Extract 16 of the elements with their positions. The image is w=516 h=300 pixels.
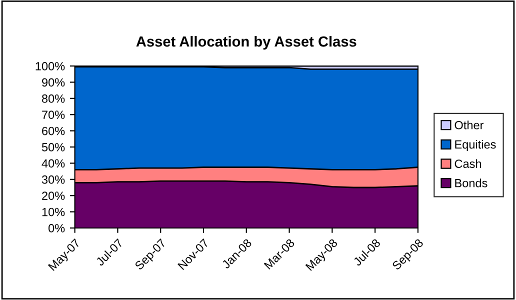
y-tick-label: 20% bbox=[42, 192, 65, 200]
y-tick-label: 70% bbox=[42, 110, 65, 119]
chart-title: Asset Allocation by Asset Class bbox=[136, 36, 356, 50]
y-tick-label: 0% bbox=[48, 224, 65, 232]
legend-label: Bonds bbox=[455, 178, 488, 188]
y-tick-label: 60% bbox=[42, 126, 65, 136]
legend-label: Equities bbox=[455, 140, 496, 151]
y-tick-label: 40% bbox=[42, 159, 65, 168]
y-tick-label: 30% bbox=[42, 175, 65, 184]
y-tick-label: 10% bbox=[42, 208, 65, 216]
y-tick-label: 100% bbox=[36, 62, 65, 70]
legend-label: Other bbox=[454, 120, 484, 130]
legend-label: Cash bbox=[454, 159, 482, 168]
y-tick-label: 50% bbox=[42, 143, 65, 152]
y-tick-label: 80% bbox=[42, 94, 65, 103]
y-tick-label: 90% bbox=[42, 78, 65, 87]
